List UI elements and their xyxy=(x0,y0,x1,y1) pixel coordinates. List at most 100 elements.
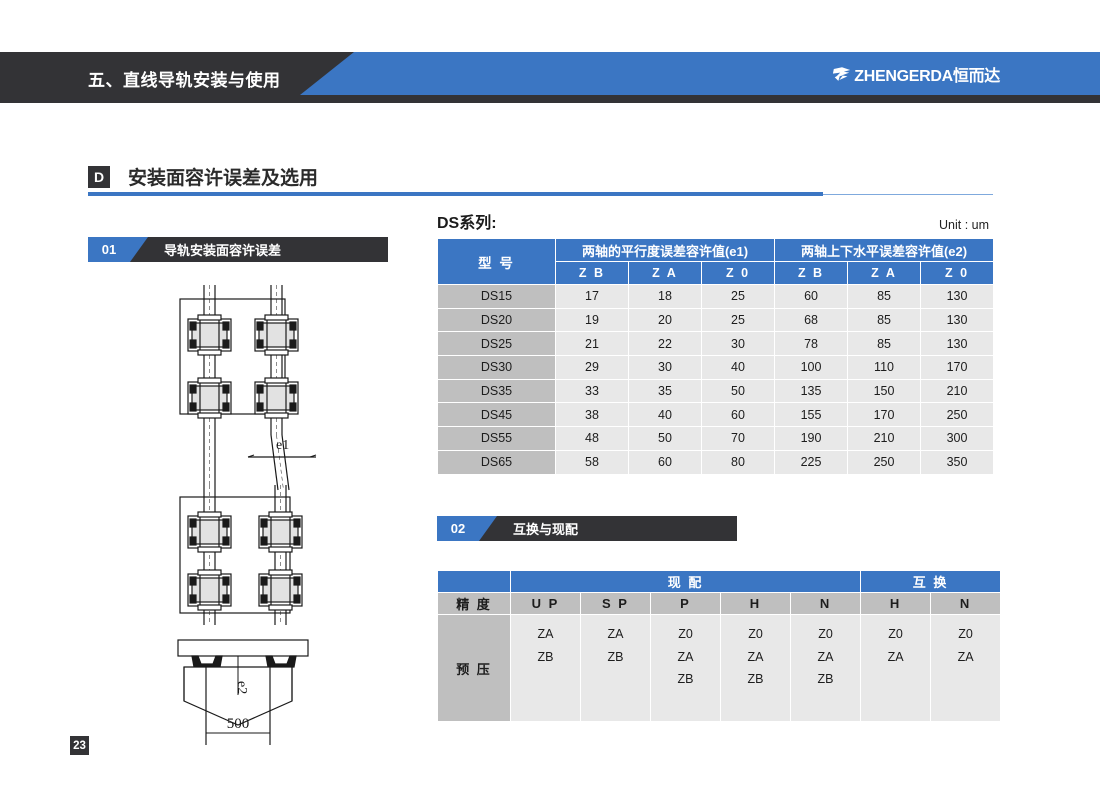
bearing-block-top-right-2 xyxy=(254,377,299,419)
subsection-label-01: 导轨安装面容许误差 xyxy=(164,243,282,258)
cell-value: 250 xyxy=(921,403,994,427)
company-logo: ZHENGERDA恒而达 xyxy=(832,62,1000,86)
section-heading: D 安装面容许误差及选用 xyxy=(88,163,318,190)
cell-value: 170 xyxy=(848,403,921,427)
cell-value: 21 xyxy=(556,332,628,356)
cell-value: 130 xyxy=(921,285,994,308)
accuracy-n-2: N xyxy=(931,593,1001,614)
cell-value: 250 xyxy=(848,450,921,474)
accuracy-h-2: H xyxy=(861,593,931,614)
cell-value: 170 xyxy=(921,356,994,379)
unit-label: Unit : um xyxy=(939,218,990,232)
bearing-block-bottom-right-1 xyxy=(258,511,303,553)
cell-value: 29 xyxy=(556,356,628,379)
col-header-e1-zb: Z B xyxy=(556,262,628,284)
preload-item: ZA xyxy=(677,649,694,664)
cell-model: DS20 xyxy=(438,308,555,332)
bearing-block-top-left-2 xyxy=(187,377,232,419)
cell-value: 210 xyxy=(921,379,994,403)
row-header-accuracy: 精 度 xyxy=(438,593,510,614)
divider-thick xyxy=(88,192,823,196)
section-title: 安装面容许误差及选用 xyxy=(128,168,319,189)
cell-value: 25 xyxy=(702,308,775,332)
cell-value: 85 xyxy=(848,308,921,332)
cell-value: 80 xyxy=(702,450,775,474)
cell-value: 300 xyxy=(921,427,994,450)
preload-cell-n: Z0 ZA ZB xyxy=(791,615,861,721)
row-header-preload: 预 压 xyxy=(438,615,510,721)
cell-value: 190 xyxy=(775,427,848,450)
preload-item: Z0 xyxy=(748,627,763,641)
bearing-block-bottom-right-2 xyxy=(258,569,303,611)
corner-cell xyxy=(438,571,510,592)
cell-value: 48 xyxy=(556,427,628,450)
subhead-bar-01 xyxy=(130,237,388,262)
cell-value: 40 xyxy=(702,356,775,379)
preload-item: Z0 xyxy=(818,627,833,641)
preload-cell-h: Z0 ZA ZB xyxy=(721,615,790,721)
cell-value: 210 xyxy=(848,427,921,450)
subsection-number-01: 01 xyxy=(88,237,130,262)
table-row: DS25 21 22 30 78 85 130 xyxy=(438,332,994,356)
section-badge: D xyxy=(88,165,110,188)
preload-item: Z0 xyxy=(958,627,973,641)
accuracy-p: P xyxy=(651,593,720,614)
col-header-model: 型 号 xyxy=(438,239,555,284)
chapter-title: 五、直线导轨安装与使用 xyxy=(88,71,281,90)
col-header-e1-z0: Z 0 xyxy=(702,262,775,284)
bearing-block-top-right xyxy=(254,314,299,356)
subhead-bar-02 xyxy=(479,516,737,541)
col-group-e1: 两轴的平行度误差容许值(e1) xyxy=(556,239,775,261)
table-row: DS20 19 20 25 68 85 130 xyxy=(438,308,994,332)
col-group-huhuan: 互 换 xyxy=(861,571,1001,592)
cell-value: 85 xyxy=(848,285,921,308)
cell-value: 70 xyxy=(702,427,775,450)
subsection-header-01: 01 导轨安装面容许误差 xyxy=(88,237,388,262)
cell-value: 100 xyxy=(775,356,848,379)
preload-item: ZA xyxy=(957,649,974,664)
bearing-block-top-left xyxy=(187,314,232,356)
col-header-e2-z0: Z 0 xyxy=(921,262,994,284)
diagram-label-e2: e2 xyxy=(234,681,249,694)
cell-value: 150 xyxy=(848,379,921,403)
accuracy-sp: S P xyxy=(581,593,650,614)
cell-value: 30 xyxy=(629,356,701,379)
cell-value: 38 xyxy=(556,403,628,427)
preload-item: Z0 xyxy=(888,627,903,641)
cell-value: 58 xyxy=(556,450,628,474)
header-blue-band xyxy=(300,52,1100,95)
preload-item: ZB xyxy=(607,649,624,664)
preload-cell-up: ZA ZB xyxy=(511,615,580,721)
col-group-e2: 两轴上下水平误差容许值(e2) xyxy=(775,239,994,261)
cell-model: DS55 xyxy=(438,427,555,450)
interchange-table: 现 配 互 换 精 度 U P S P P H N H N 预 压 ZA ZB xyxy=(437,570,1001,722)
table-row: DS15 17 18 25 60 85 130 xyxy=(438,285,994,308)
preload-cell-p: Z0 ZA ZB xyxy=(651,615,720,721)
cell-value: 50 xyxy=(629,427,701,450)
col-header-e2-zb: Z B xyxy=(775,262,848,284)
interchange-accuracy-row: 精 度 U P S P P H N H N xyxy=(438,593,1001,614)
interchange-header-row-groups: 现 配 互 换 xyxy=(438,571,1001,592)
table-header-row-sub: Z B Z A Z 0 Z B Z A Z 0 xyxy=(438,262,994,284)
eagle-logo-icon xyxy=(833,66,851,81)
bearing-block-bottom-left-2 xyxy=(187,569,232,611)
cell-value: 225 xyxy=(775,450,848,474)
cell-value: 18 xyxy=(629,285,701,308)
col-header-e2-za: Z A xyxy=(848,262,921,284)
preload-cell-n-2: Z0 ZA xyxy=(931,615,1001,721)
cell-value: 20 xyxy=(629,308,701,332)
cell-value: 35 xyxy=(629,379,701,403)
table-row: DS35 33 35 50 135 150 210 xyxy=(438,379,994,403)
preload-item: ZB xyxy=(747,672,764,686)
col-group-xianpei: 现 配 xyxy=(511,571,861,592)
cell-model: DS45 xyxy=(438,403,555,427)
page-number: 23 xyxy=(70,736,89,755)
subsection-header-02: 02 互换与现配 xyxy=(437,516,737,541)
cell-value: 85 xyxy=(848,332,921,356)
cell-value: 135 xyxy=(775,379,848,403)
tolerance-table-body: DS15 17 18 25 60 85 130 DS20 19 20 25 68… xyxy=(438,285,994,474)
cell-value: 130 xyxy=(921,332,994,356)
logo-wordmark: ZHENGERDA恒而达 xyxy=(854,68,1000,85)
cell-value: 155 xyxy=(775,403,848,427)
preload-item: ZB xyxy=(537,649,554,664)
